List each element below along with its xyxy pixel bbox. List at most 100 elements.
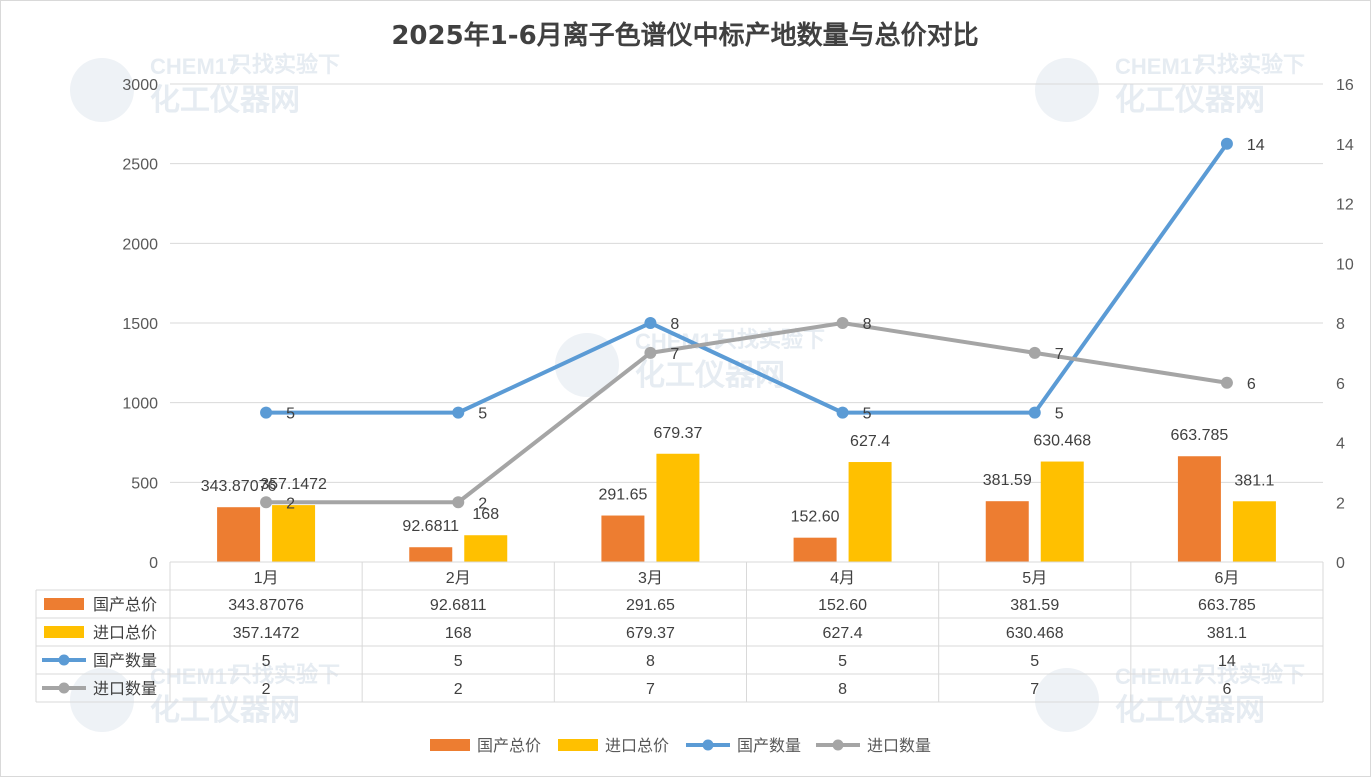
table-cell: 2 xyxy=(454,681,463,698)
x-axis-category-label: 2月 xyxy=(446,570,471,587)
table-cell: 291.65 xyxy=(626,597,675,614)
y-right-tick-label: 6 xyxy=(1336,376,1345,393)
table-cell: 8 xyxy=(646,653,655,670)
legend-label: 进口数量 xyxy=(867,736,931,755)
y-left-tick-label: 0 xyxy=(149,555,158,572)
watermark-cn: 化工仪器网 xyxy=(1115,693,1265,728)
table-row-header: 国产数量 xyxy=(93,652,157,670)
line-data-label: 7 xyxy=(1055,346,1064,363)
table-cell: 5 xyxy=(838,653,847,670)
bar-domestic-price xyxy=(601,515,645,562)
line-domestic-count xyxy=(266,142,1229,415)
bar-data-label: 627.4 xyxy=(850,433,890,450)
table-row-header: 国产总价 xyxy=(93,596,157,614)
y-left-tick-label: 1000 xyxy=(122,396,158,413)
legend-label: 进口总价 xyxy=(605,736,669,755)
bar-data-label: 663.785 xyxy=(1170,427,1228,444)
gridlines xyxy=(170,83,1323,483)
line-data-label: 5 xyxy=(1055,406,1064,423)
table-cell: 627.4 xyxy=(823,625,863,642)
y-right-tick-label: 4 xyxy=(1336,436,1345,453)
line-data-label: 14 xyxy=(1247,137,1265,154)
bar-data-label: 381.1 xyxy=(1234,472,1274,489)
table-legend-key xyxy=(58,654,70,666)
y-right-tick-label: 12 xyxy=(1336,197,1354,214)
line-point xyxy=(1220,376,1233,389)
chart-title: 2025年1-6月离子色谱仪中标产地数量与总价对比 xyxy=(391,20,978,51)
bar-domestic-price xyxy=(409,547,453,562)
line-data-label: 2 xyxy=(478,495,487,512)
watermark-brand: CHEM17 xyxy=(1115,664,1204,689)
y-left-tick-label: 1500 xyxy=(122,316,158,333)
y-left-tick-label: 500 xyxy=(131,475,158,492)
line-point xyxy=(836,317,849,329)
watermark-brand: CHEM17 xyxy=(1115,54,1204,79)
watermark-brand: CHEM17 xyxy=(150,54,239,79)
bar-domestic-price xyxy=(217,507,261,562)
bars xyxy=(217,453,1276,562)
legend-label: 国产总价 xyxy=(477,736,541,755)
bar-domestic-price xyxy=(1177,456,1221,562)
lines xyxy=(260,137,1233,509)
line-point xyxy=(452,406,465,419)
table-cell: 381.59 xyxy=(1010,597,1059,614)
watermark-logo-icon xyxy=(70,668,134,732)
watermark-brand: CHEM17 xyxy=(150,664,239,689)
line-point xyxy=(644,317,657,329)
y-left-tick-label: 2000 xyxy=(122,236,158,253)
table-cell: 92.6811 xyxy=(430,597,487,614)
legend-key xyxy=(558,739,598,751)
table-cell: 663.785 xyxy=(1198,597,1256,614)
table-cell: 357.1472 xyxy=(233,625,300,642)
line-point xyxy=(260,406,273,419)
bar-data-label: 291.65 xyxy=(598,487,647,504)
line-point xyxy=(644,346,657,359)
line-data-label: 5 xyxy=(478,406,487,423)
y-left-tick-label: 2500 xyxy=(122,157,158,174)
line-point xyxy=(260,496,273,509)
legend: 国产总价 进口总价 国产数量 进口数量 xyxy=(430,736,931,755)
line-data-label: 5 xyxy=(863,406,872,423)
x-axis-category-label: 3月 xyxy=(638,570,663,587)
table-cell: 381.1 xyxy=(1207,625,1247,642)
y-axis-right: 0 2 4 6 8 10 12 14 16 xyxy=(1336,77,1354,572)
legend-key xyxy=(430,739,470,751)
table-row-header: 进口数量 xyxy=(93,680,157,698)
table-legend-key xyxy=(44,626,84,638)
table-legend-key xyxy=(58,682,70,694)
table-cell: 152.60 xyxy=(818,597,867,614)
table-cell: 6 xyxy=(1222,681,1231,698)
data-labels: 343.87076 92.6811 291.65 152.60 381.59 663.78… xyxy=(201,137,1275,535)
bar-data-label: 357.1472 xyxy=(260,476,327,493)
table-cell: 343.87076 xyxy=(228,597,304,614)
table-cell: 2 xyxy=(262,681,271,698)
x-axis-category-label: 5月 xyxy=(1022,570,1047,587)
table-cell: 5 xyxy=(262,653,271,670)
line-import-count xyxy=(266,321,1228,505)
watermark-logo-icon xyxy=(555,333,619,397)
x-axis-category-label: 6月 xyxy=(1214,570,1239,587)
y-right-tick-label: 16 xyxy=(1336,77,1354,94)
bar-domestic-price xyxy=(985,501,1029,562)
watermark-logo-icon xyxy=(1035,668,1099,732)
bar-import-price xyxy=(272,505,316,562)
watermark-cn: 化工仪器网 xyxy=(150,83,300,118)
bar-data-label: 679.37 xyxy=(653,425,702,442)
y-right-tick-label: 0 xyxy=(1336,555,1345,572)
line-data-label: 5 xyxy=(286,406,295,423)
line-point xyxy=(1028,346,1041,359)
line-point xyxy=(1028,406,1041,419)
y-axis-left: 0 500 1000 1500 2000 2500 3000 xyxy=(122,77,158,572)
y-right-tick-label: 2 xyxy=(1336,495,1345,512)
table-cell: 5 xyxy=(454,653,463,670)
table-cell: 8 xyxy=(838,681,847,698)
y-right-tick-label: 10 xyxy=(1336,256,1354,273)
bar-data-label: 381.59 xyxy=(983,472,1032,489)
bar-data-label: 152.60 xyxy=(791,509,840,526)
bar-data-label: 168 xyxy=(472,506,499,523)
bar-import-price xyxy=(848,462,892,562)
bar-import-price xyxy=(464,535,508,562)
